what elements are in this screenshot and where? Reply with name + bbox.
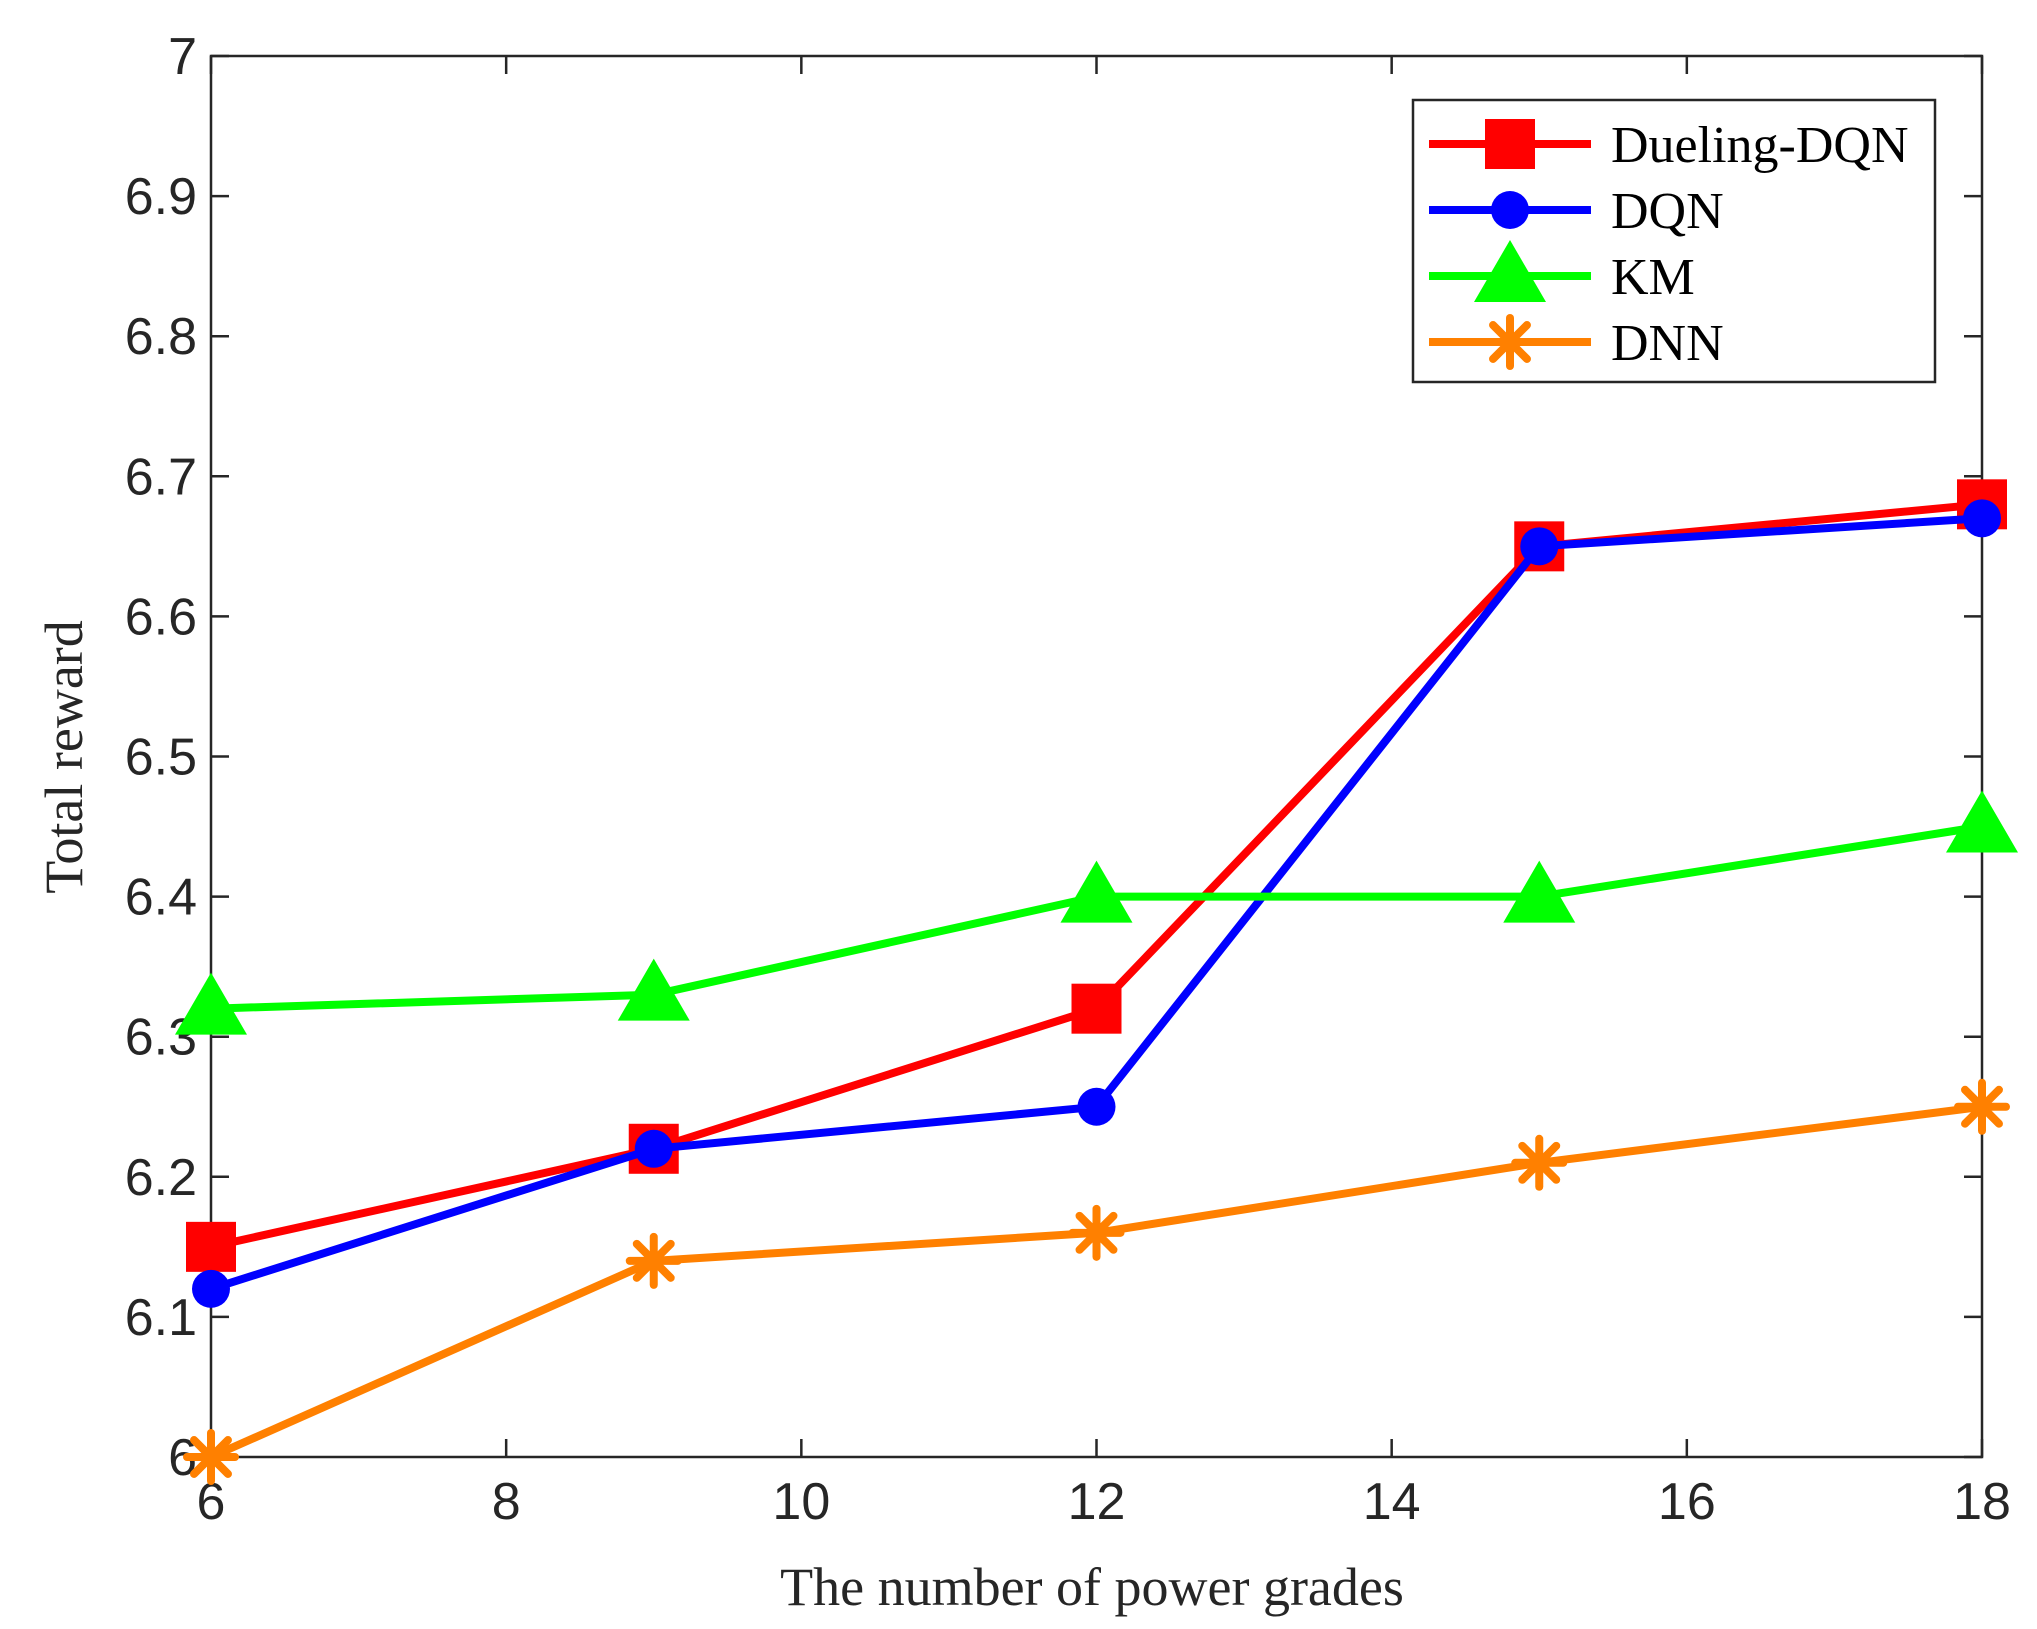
legend-marker <box>1474 240 1546 302</box>
data-point-dnn <box>1954 1078 2010 1135</box>
legend-marker <box>1485 119 1535 169</box>
y-axis-ticks: 66.16.26.36.46.56.66.76.86.97 <box>125 28 1982 1487</box>
legend-item-dqn: DQN <box>1429 183 1724 240</box>
y-tick-label: 6.1 <box>125 1289 197 1347</box>
series-dnn <box>183 1078 2010 1485</box>
y-tick-label: 6.9 <box>125 168 197 226</box>
legend-label: Dueling-DQN <box>1611 117 1909 174</box>
asterisk-stroke <box>1961 1085 2003 1128</box>
asterisk-stroke <box>1075 1211 1118 1254</box>
x-tick-label: 10 <box>772 1473 830 1531</box>
series-layer <box>175 479 2018 1485</box>
data-point-dnn <box>1511 1134 1568 1191</box>
data-point-dnn <box>1068 1204 1125 1261</box>
legend-item-dueling-dqn: Dueling-DQN <box>1429 117 1909 174</box>
series-dueling-dqn <box>186 479 2007 1272</box>
y-tick-label: 6.4 <box>125 869 197 927</box>
x-tick-label: 14 <box>1363 1473 1421 1531</box>
legend-marker <box>1491 191 1529 229</box>
legend-marker <box>1482 314 1538 370</box>
data-point-dueling-dqn <box>186 1221 236 1272</box>
data-point-dqn <box>1520 527 1559 566</box>
data-point-dnn <box>625 1232 682 1289</box>
x-axis-title: The number of power grades <box>780 1557 1404 1617</box>
y-tick-label: 7 <box>168 28 197 86</box>
legend-item-km: KM <box>1429 240 1695 306</box>
x-tick-label: 16 <box>1658 1473 1716 1531</box>
x-tick-label: 12 <box>1068 1473 1126 1531</box>
asterisk-stroke <box>1489 321 1531 363</box>
y-tick-label: 6.2 <box>125 1149 197 1207</box>
legend-item-dnn: DNN <box>1429 314 1724 372</box>
x-tick-label: 18 <box>1953 1473 2011 1531</box>
legend: Dueling-DQN DQN KM DNN <box>1411 98 1937 384</box>
legend-label: DQN <box>1611 183 1724 240</box>
data-point-dqn <box>634 1129 673 1168</box>
series-km <box>175 790 2018 1035</box>
data-point-km <box>1060 860 1133 923</box>
data-point-km <box>1503 860 1576 923</box>
data-point-km <box>175 972 247 1035</box>
y-tick-label: 6.6 <box>125 588 197 646</box>
data-point-km <box>1946 790 2018 853</box>
x-tick-label: 8 <box>492 1473 521 1531</box>
data-point-km <box>617 958 690 1021</box>
y-tick-label: 6.8 <box>125 308 197 366</box>
data-point-dqn <box>1963 499 2001 538</box>
data-point-dqn <box>1077 1087 1116 1126</box>
data-point-dqn <box>192 1269 230 1308</box>
asterisk-stroke <box>632 1239 675 1282</box>
legend-label: KM <box>1611 249 1695 306</box>
series-dqn <box>192 499 2001 1308</box>
y-axis-title: Total reward <box>34 620 94 894</box>
x-axis-ticks: 6 8 10 12 14 16 18 <box>197 56 2011 1531</box>
data-point-dueling-dqn <box>1071 983 1122 1034</box>
y-tick-label: 6.5 <box>125 729 197 787</box>
legend-label: DNN <box>1611 315 1724 372</box>
asterisk-stroke <box>1518 1141 1561 1184</box>
data-point-dnn <box>183 1429 239 1485</box>
asterisk-stroke <box>190 1436 232 1478</box>
y-tick-label: 6.7 <box>125 448 197 506</box>
